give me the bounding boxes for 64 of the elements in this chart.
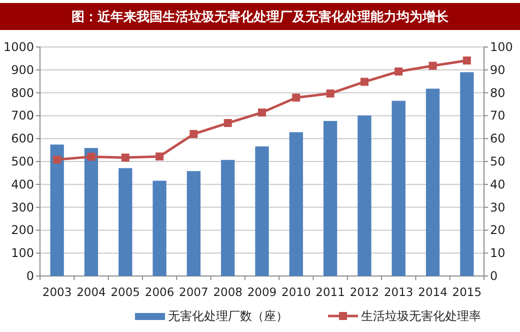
x-tick-label: 2004	[76, 285, 106, 299]
bar	[255, 146, 269, 276]
x-tick-label: 2015	[452, 285, 482, 299]
y2-tick-label: 0	[490, 269, 498, 283]
point	[190, 130, 198, 138]
x-tick-label: 2005	[110, 285, 140, 299]
y2-tick-label: 100	[490, 40, 513, 54]
bar	[323, 120, 338, 276]
y-tick-label: 1000	[3, 40, 34, 54]
x-tick-label: 2010	[282, 285, 311, 299]
legend-label: 无害化处理厂数（座）	[168, 309, 288, 323]
bar	[118, 168, 132, 276]
x-tick-label: 2006	[144, 285, 174, 299]
y2-tick-label: 90	[490, 62, 506, 77]
y2-tick-label: 10	[490, 246, 506, 260]
x-tick-label: 2009	[247, 285, 277, 299]
bar	[152, 180, 166, 276]
x-tick-label: 2012	[350, 285, 380, 299]
bar	[358, 115, 372, 276]
bar	[426, 88, 440, 276]
y2-tick-label: 30	[490, 200, 506, 214]
point	[224, 119, 232, 128]
point	[258, 108, 266, 116]
x-tick-label: 2014	[418, 285, 448, 299]
y-tick-label: 800	[11, 86, 34, 100]
y2-tick-label: 70	[490, 108, 506, 123]
y2-tick-label: 40	[490, 177, 506, 192]
point	[462, 56, 471, 65]
y2-tick-label: 50	[490, 154, 506, 168]
y-tick-label: 0	[26, 269, 34, 283]
bar	[50, 144, 64, 276]
bar	[460, 72, 474, 276]
y-tick-label: 500	[11, 154, 34, 168]
legend-label: 生活垃圾无害化处理率	[361, 309, 481, 323]
y-tick-label: 300	[11, 200, 34, 214]
x-tick-label: 2011	[316, 285, 345, 299]
point	[87, 152, 96, 161]
x-tick-label: 2003	[42, 285, 72, 299]
bar	[289, 132, 303, 276]
y2-tick-label: 60	[490, 132, 506, 146]
point	[53, 156, 62, 164]
y2-tick-label: 20	[490, 223, 506, 238]
chart-title: 图：近年来我国生活垃圾无害化处理厂及无害化处理能力均为增长	[72, 9, 450, 25]
y-tick-label: 600	[11, 132, 34, 146]
bar	[84, 148, 98, 276]
bar	[392, 100, 406, 276]
point	[360, 78, 368, 86]
x-tick-label: 2013	[384, 285, 414, 299]
x-tick-label: 2008	[213, 285, 242, 299]
bar	[221, 160, 235, 276]
y2-tick-label: 80	[490, 86, 506, 100]
bar	[186, 171, 201, 276]
point	[394, 68, 403, 76]
y-tick-label: 700	[11, 108, 34, 123]
point	[428, 62, 437, 70]
point	[156, 152, 164, 160]
y-tick-label: 900	[11, 62, 34, 77]
point	[326, 89, 334, 98]
y-tick-label: 100	[11, 246, 34, 260]
y-tick-label: 200	[11, 223, 34, 238]
x-tick-label: 2007	[179, 285, 208, 299]
y-tick-label: 400	[11, 177, 34, 192]
point	[292, 94, 300, 102]
point	[121, 154, 130, 162]
